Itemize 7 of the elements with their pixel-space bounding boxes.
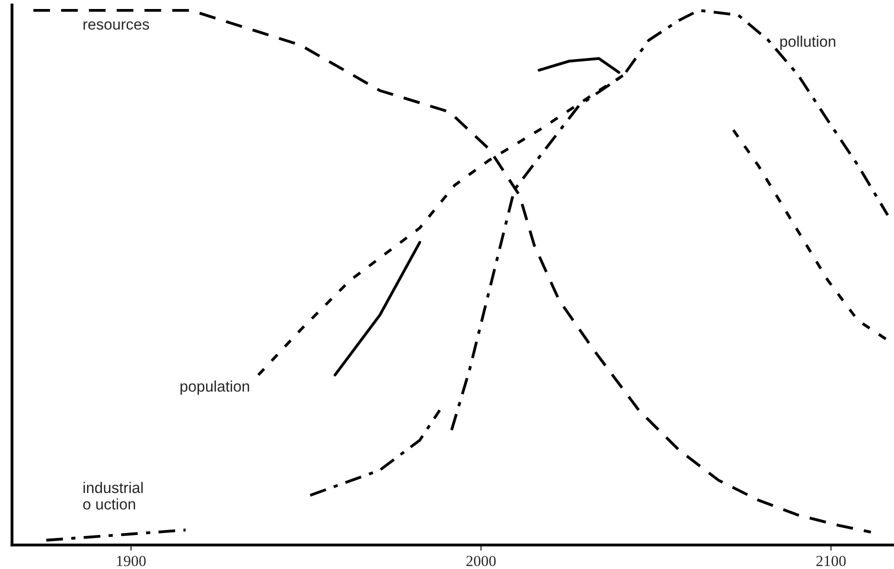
- x-tick-label: 2100: [816, 556, 846, 566]
- x-tick-label: 2000: [466, 556, 496, 566]
- series-label: population: [180, 380, 250, 395]
- series-label: resources: [84, 21, 150, 30]
- x-tick-label: 1900: [117, 556, 146, 566]
- series-label: pollution: [780, 36, 836, 50]
- series-label: industrial o uction: [83, 482, 143, 510]
